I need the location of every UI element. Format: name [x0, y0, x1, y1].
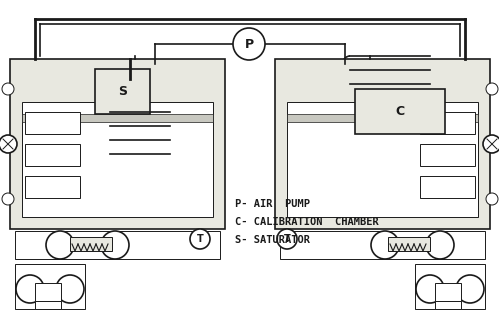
Bar — [25, 144, 80, 166]
Text: P: P — [245, 37, 253, 51]
Bar — [22, 114, 213, 122]
Text: T: T — [197, 234, 204, 244]
Bar — [10, 59, 225, 229]
Circle shape — [2, 193, 14, 205]
Bar — [35, 301, 61, 309]
Circle shape — [56, 275, 84, 303]
Circle shape — [46, 231, 74, 259]
Circle shape — [16, 275, 44, 303]
Circle shape — [233, 28, 265, 60]
Bar — [70, 237, 112, 251]
Circle shape — [486, 193, 498, 205]
Circle shape — [0, 135, 17, 153]
Bar — [275, 59, 490, 229]
Text: S- SATURATOR: S- SATURATOR — [235, 235, 309, 245]
Bar — [435, 283, 461, 301]
Text: T: T — [283, 234, 290, 244]
Bar — [420, 144, 475, 166]
Bar — [95, 69, 150, 114]
Bar — [35, 283, 61, 301]
Bar — [25, 112, 80, 134]
Circle shape — [371, 231, 399, 259]
Bar — [388, 237, 430, 251]
Bar — [280, 231, 485, 259]
Bar — [22, 102, 213, 217]
Bar — [15, 264, 85, 309]
Text: C: C — [395, 105, 405, 118]
Bar — [355, 89, 445, 134]
Circle shape — [456, 275, 484, 303]
Circle shape — [426, 231, 454, 259]
Circle shape — [486, 83, 498, 95]
Circle shape — [101, 231, 129, 259]
Circle shape — [483, 135, 499, 153]
Text: P- AIR  PUMP: P- AIR PUMP — [235, 199, 309, 209]
Bar — [15, 231, 220, 259]
Bar — [25, 176, 80, 198]
Bar — [420, 112, 475, 134]
Bar — [415, 264, 485, 309]
Text: C- CALIBRATION  CHAMBER: C- CALIBRATION CHAMBER — [235, 217, 378, 227]
Circle shape — [416, 275, 444, 303]
Bar — [435, 301, 461, 309]
Circle shape — [190, 229, 210, 249]
Circle shape — [277, 229, 297, 249]
Bar — [420, 176, 475, 198]
Bar — [287, 102, 478, 217]
Bar — [287, 114, 478, 122]
Text: S: S — [118, 85, 127, 98]
Circle shape — [2, 83, 14, 95]
